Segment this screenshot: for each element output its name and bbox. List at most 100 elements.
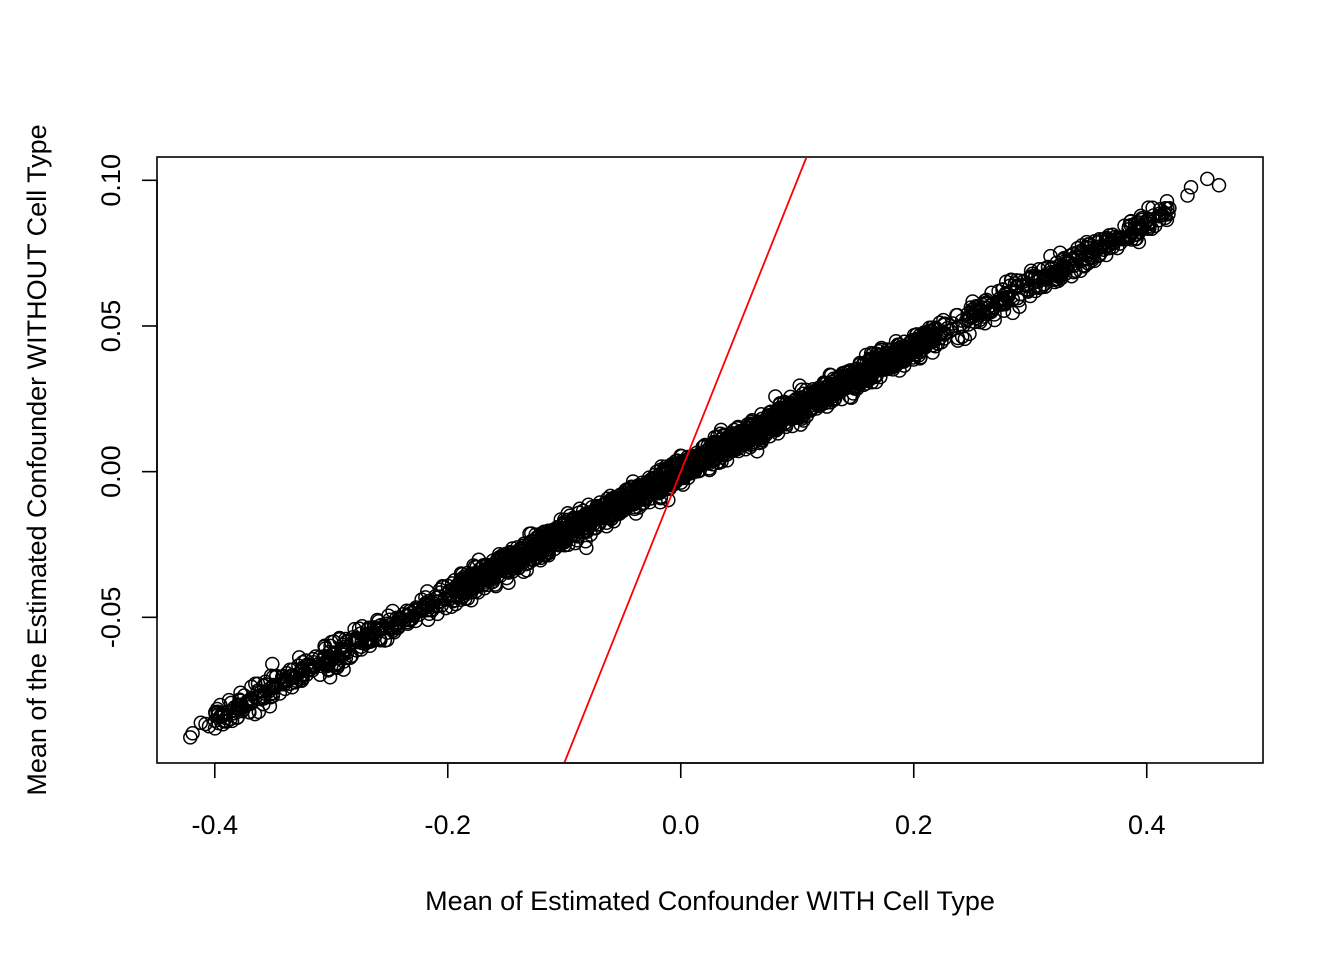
data-point xyxy=(265,669,281,685)
x-tick-label: 0.0 xyxy=(662,810,700,840)
data-point xyxy=(916,340,932,355)
x-axis: -0.4 -0.2 0.0 0.2 0.4 xyxy=(192,762,1166,840)
data-point xyxy=(425,599,440,614)
data-point xyxy=(336,662,351,677)
data-point xyxy=(324,634,339,650)
data-point xyxy=(509,545,525,560)
data-point xyxy=(859,376,874,391)
data-point xyxy=(652,495,668,510)
data-point xyxy=(219,714,234,729)
data-point xyxy=(1159,212,1175,228)
data-point xyxy=(709,444,724,460)
data-point xyxy=(743,437,758,453)
data-point xyxy=(263,687,278,702)
data-point xyxy=(863,345,879,361)
data-point xyxy=(1027,271,1042,286)
data-point xyxy=(248,690,263,705)
data-point xyxy=(954,329,970,344)
data-point xyxy=(1085,250,1100,265)
data-point xyxy=(980,305,996,320)
data-point xyxy=(620,488,636,503)
data-point xyxy=(1104,234,1119,250)
data-point xyxy=(1079,234,1094,250)
data-point xyxy=(520,543,536,558)
data-point xyxy=(810,396,826,412)
data-point xyxy=(1111,231,1126,246)
data-point xyxy=(989,294,1005,310)
data-point xyxy=(913,350,928,365)
data-point xyxy=(790,407,806,422)
y-axis: -0.05 0.00 0.05 0.10 xyxy=(96,154,158,648)
data-point xyxy=(786,410,802,425)
data-point xyxy=(661,492,676,508)
data-point xyxy=(251,704,267,720)
data-point xyxy=(440,578,456,594)
data-point xyxy=(968,298,984,314)
data-point xyxy=(706,442,722,458)
data-point xyxy=(312,650,327,665)
data-point xyxy=(198,716,213,732)
data-point xyxy=(640,477,655,493)
data-point xyxy=(906,352,921,367)
data-point xyxy=(934,334,949,350)
data-point xyxy=(768,389,783,404)
data-point xyxy=(185,726,200,741)
data-point xyxy=(437,592,453,608)
data-point xyxy=(706,434,721,450)
data-point xyxy=(402,603,418,619)
data-point xyxy=(1062,248,1077,264)
data-point xyxy=(335,644,351,660)
data-point xyxy=(299,667,314,683)
data-point xyxy=(1030,272,1046,288)
data-point xyxy=(240,693,255,709)
data-point xyxy=(429,590,444,605)
data-point xyxy=(508,550,523,566)
data-point xyxy=(385,616,401,631)
data-point xyxy=(1141,216,1157,231)
data-point xyxy=(797,392,813,408)
data-point xyxy=(844,370,860,386)
data-point xyxy=(965,294,980,309)
x-tick-label: 0.4 xyxy=(1128,810,1166,840)
data-point xyxy=(824,393,840,408)
data-point xyxy=(859,366,874,381)
data-point xyxy=(793,396,809,412)
data-point xyxy=(230,701,246,716)
data-point xyxy=(360,631,375,646)
data-point xyxy=(1147,218,1163,234)
data-point xyxy=(999,290,1015,305)
x-tick-label: -0.4 xyxy=(192,810,239,840)
data-point xyxy=(813,398,828,413)
reference-line xyxy=(563,156,808,764)
data-point xyxy=(566,513,581,528)
data-point xyxy=(347,621,362,637)
data-point xyxy=(610,498,625,514)
data-points xyxy=(183,171,1227,745)
data-point xyxy=(767,413,782,428)
data-point xyxy=(820,384,835,400)
data-point xyxy=(541,545,556,561)
data-point xyxy=(1052,268,1067,284)
data-point xyxy=(377,633,393,648)
data-point xyxy=(1016,277,1031,293)
data-point xyxy=(556,522,571,538)
y-tick-label: 0.05 xyxy=(96,300,126,353)
data-point xyxy=(649,485,664,501)
data-point xyxy=(460,570,475,586)
data-point xyxy=(348,630,363,646)
data-point xyxy=(972,312,988,328)
y-tick-label: 0.00 xyxy=(96,445,126,498)
data-point xyxy=(213,697,228,713)
data-point xyxy=(1005,305,1021,321)
data-point xyxy=(1040,259,1056,275)
x-tick-label: -0.2 xyxy=(425,810,472,840)
data-point xyxy=(726,442,741,458)
data-point xyxy=(382,612,397,627)
data-point xyxy=(926,325,941,341)
data-point xyxy=(339,634,354,649)
data-point xyxy=(1003,272,1019,288)
data-point xyxy=(1013,286,1028,302)
data-point xyxy=(979,296,995,311)
data-point xyxy=(422,606,437,622)
